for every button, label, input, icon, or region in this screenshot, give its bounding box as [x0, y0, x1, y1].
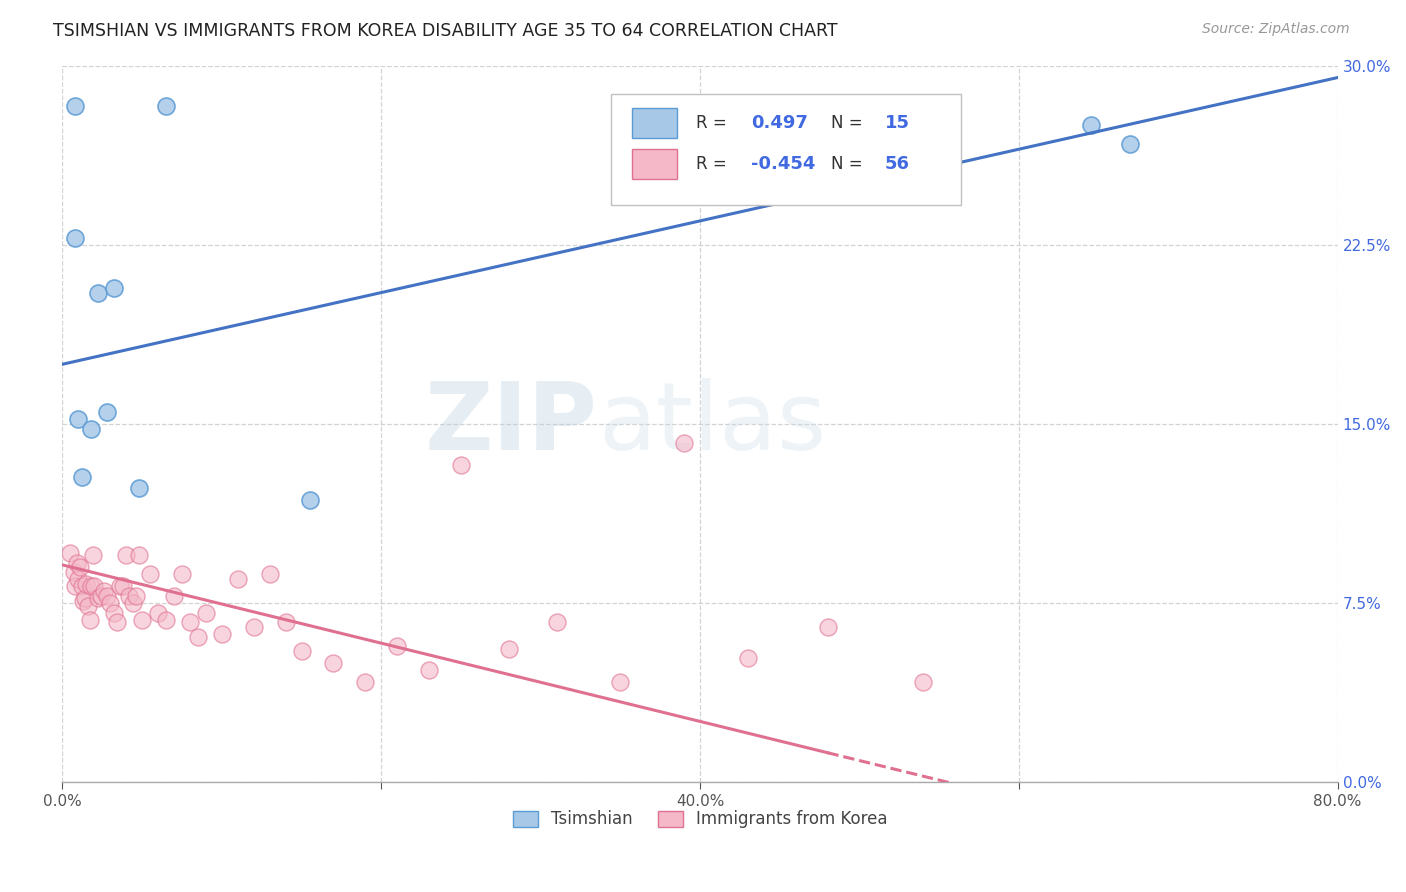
FancyBboxPatch shape: [633, 149, 678, 179]
Point: [67, 412, 90, 426]
Point: [163, 589, 186, 603]
Point: [82, 549, 104, 563]
Point: [90, 589, 112, 603]
Point: [128, 482, 150, 496]
Point: [65, 579, 87, 593]
Point: [62, 565, 84, 579]
Point: [155, 99, 177, 113]
Point: [146, 606, 169, 620]
Text: 0.497: 0.497: [751, 114, 808, 132]
Point: [226, 572, 249, 586]
Point: [59, 546, 82, 560]
Point: [170, 567, 193, 582]
Point: [609, 675, 631, 690]
Point: [354, 675, 377, 690]
Point: [65, 99, 87, 113]
FancyBboxPatch shape: [610, 95, 962, 205]
Text: Source: ZipAtlas.com: Source: ZipAtlas.com: [1202, 22, 1350, 37]
Point: [83, 579, 105, 593]
Point: [817, 620, 839, 634]
Point: [108, 579, 131, 593]
Text: R =: R =: [696, 114, 727, 132]
FancyBboxPatch shape: [633, 108, 678, 138]
Point: [187, 630, 209, 644]
Point: [65, 230, 87, 244]
Point: [98, 596, 121, 610]
Point: [194, 606, 217, 620]
Point: [115, 549, 138, 563]
Point: [105, 615, 128, 630]
Point: [387, 639, 409, 653]
Point: [77, 599, 100, 613]
Point: [912, 675, 935, 690]
Point: [1080, 119, 1102, 133]
Text: 15: 15: [884, 114, 910, 132]
Text: N =: N =: [831, 114, 863, 132]
Text: ZIP: ZIP: [425, 378, 598, 470]
Point: [155, 613, 177, 627]
Point: [298, 493, 321, 508]
Point: [75, 577, 97, 591]
Text: R =: R =: [696, 155, 727, 173]
Point: [259, 567, 281, 582]
Point: [80, 422, 103, 436]
Point: [70, 579, 93, 593]
Point: [131, 613, 153, 627]
Point: [112, 579, 135, 593]
Point: [103, 281, 125, 295]
Point: [86, 285, 108, 300]
Point: [1119, 137, 1142, 152]
Point: [139, 567, 162, 582]
Point: [737, 651, 759, 665]
Point: [103, 606, 125, 620]
Point: [72, 594, 94, 608]
Point: [66, 556, 89, 570]
Point: [67, 572, 90, 586]
Point: [69, 560, 91, 574]
Point: [121, 596, 143, 610]
Text: atlas: atlas: [598, 378, 827, 470]
Point: [450, 458, 472, 472]
Point: [211, 627, 233, 641]
Text: TSIMSHIAN VS IMMIGRANTS FROM KOREA DISABILITY AGE 35 TO 64 CORRELATION CHART: TSIMSHIAN VS IMMIGRANTS FROM KOREA DISAB…: [53, 22, 838, 40]
Legend: Tsimshian, Immigrants from Korea: Tsimshian, Immigrants from Korea: [506, 804, 894, 835]
Point: [274, 615, 297, 630]
Point: [86, 591, 108, 606]
Point: [498, 641, 520, 656]
Point: [242, 620, 264, 634]
Point: [322, 656, 344, 670]
Point: [179, 615, 201, 630]
Point: [118, 589, 141, 603]
Point: [80, 579, 103, 593]
Point: [96, 589, 118, 603]
Point: [93, 584, 115, 599]
Point: [79, 613, 101, 627]
Point: [73, 591, 96, 606]
Text: N =: N =: [831, 155, 863, 173]
Point: [546, 615, 568, 630]
Point: [128, 549, 150, 563]
Text: 56: 56: [884, 155, 910, 173]
Point: [418, 663, 440, 677]
Point: [96, 405, 118, 419]
Point: [125, 589, 148, 603]
Point: [673, 436, 696, 450]
Point: [70, 469, 93, 483]
Point: [290, 644, 312, 658]
Text: -0.454: -0.454: [751, 155, 815, 173]
